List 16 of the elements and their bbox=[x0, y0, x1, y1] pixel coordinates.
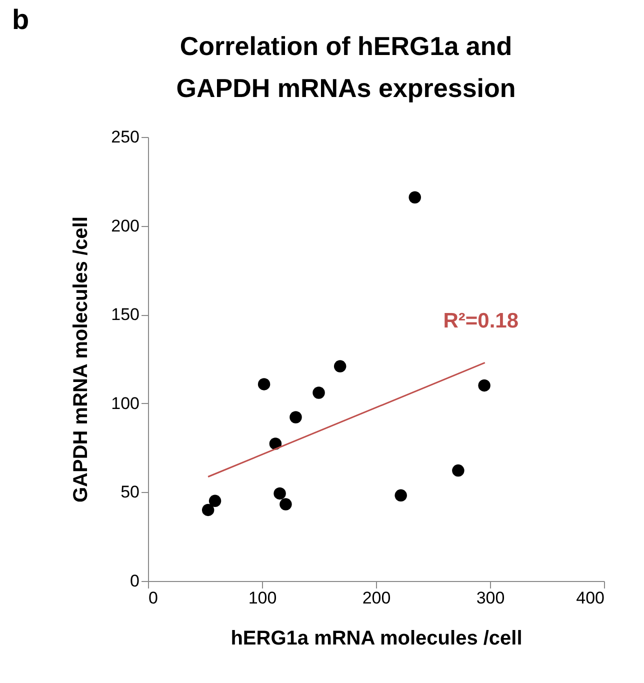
text: b bbox=[12, 4, 30, 36]
chart-title: Correlation of hERG1a and GAPDH mRNAs expression bbox=[176, 31, 516, 103]
x-tick-label: 100 bbox=[248, 588, 277, 608]
annotation: R²=0.18 bbox=[443, 309, 519, 332]
x-tick-label: 0 bbox=[148, 588, 158, 608]
y-tick-label: 0 bbox=[130, 572, 140, 590]
x-tick-label: 200 bbox=[362, 588, 391, 608]
x-tick-label: 300 bbox=[476, 588, 505, 608]
y-tick-label: 200 bbox=[111, 216, 140, 236]
y-tick-label: 150 bbox=[111, 305, 140, 324]
y-tick-label: 250 bbox=[111, 128, 140, 146]
y-tick-label: 50 bbox=[120, 482, 140, 502]
x-tick-label: 400 bbox=[576, 588, 604, 608]
y-tick-label: 100 bbox=[111, 394, 140, 413]
y-axis-title: GAPDH mRNA molecules /cell bbox=[70, 216, 92, 503]
x-axis-title: hERG1a mRNA molecules /cell bbox=[230, 628, 522, 650]
